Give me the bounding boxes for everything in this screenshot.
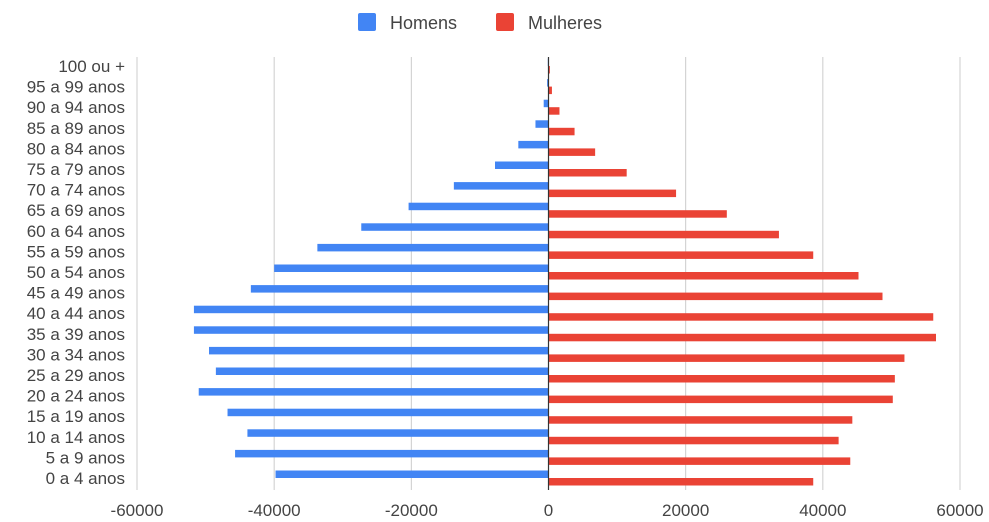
category-label: 65 a 69 anos xyxy=(27,201,125,220)
category-label: 30 a 34 anos xyxy=(27,345,125,364)
legend-label-homens: Homens xyxy=(390,13,457,33)
bar-mulheres-5 xyxy=(549,375,895,383)
category-label: 95 a 99 anos xyxy=(27,78,125,97)
bar-homens-4 xyxy=(199,388,549,396)
category-label: 10 a 14 anos xyxy=(27,428,125,447)
category-label: 5 a 9 anos xyxy=(46,448,125,467)
bar-mulheres-6 xyxy=(549,354,905,362)
bar-mulheres-12 xyxy=(549,231,779,239)
x-tick-label: 20000 xyxy=(662,501,709,520)
bar-homens-13 xyxy=(409,203,549,211)
bar-mulheres-4 xyxy=(549,396,893,404)
category-label: 90 a 94 anos xyxy=(27,98,125,117)
category-label: 55 a 59 anos xyxy=(27,242,125,261)
bar-homens-9 xyxy=(251,285,549,293)
bar-mulheres-16 xyxy=(549,148,596,156)
bar-mulheres-14 xyxy=(549,190,677,198)
legend: Homens Mulheres xyxy=(358,13,602,33)
x-tick-label: -60000 xyxy=(111,501,164,520)
bar-mulheres-13 xyxy=(549,210,727,218)
x-tick-label: 0 xyxy=(544,501,553,520)
bar-mulheres-2 xyxy=(549,437,839,445)
legend-swatch-homens xyxy=(358,13,376,31)
bar-mulheres-11 xyxy=(549,251,814,259)
category-label: 60 a 64 anos xyxy=(27,222,125,241)
bar-homens-0 xyxy=(276,471,549,479)
bar-homens-7 xyxy=(194,326,549,334)
x-tick-label: -40000 xyxy=(248,501,301,520)
bar-homens-18 xyxy=(544,100,549,108)
bar-mulheres-7 xyxy=(549,334,936,342)
bar-mulheres-1 xyxy=(549,457,851,465)
category-label: 0 a 4 anos xyxy=(46,469,125,488)
bar-homens-8 xyxy=(194,306,549,314)
bar-homens-17 xyxy=(535,120,548,128)
x-tick-label: -20000 xyxy=(385,501,438,520)
category-label: 40 a 44 anos xyxy=(27,304,125,323)
category-label: 80 a 84 anos xyxy=(27,139,125,158)
category-label: 85 a 89 anos xyxy=(27,119,125,138)
bar-homens-12 xyxy=(361,223,548,231)
category-label: 45 a 49 anos xyxy=(27,284,125,303)
bar-mulheres-18 xyxy=(549,107,560,115)
category-label: 25 a 29 anos xyxy=(27,366,125,385)
bar-mulheres-0 xyxy=(549,478,814,486)
legend-label-mulheres: Mulheres xyxy=(528,13,602,33)
category-label: 75 a 79 anos xyxy=(27,160,125,179)
bar-mulheres-8 xyxy=(549,313,934,321)
bar-homens-11 xyxy=(317,244,548,252)
bars xyxy=(194,59,936,486)
bar-homens-5 xyxy=(216,368,549,376)
bar-mulheres-15 xyxy=(549,169,627,177)
bar-mulheres-17 xyxy=(549,128,575,136)
category-label: 15 a 19 anos xyxy=(27,407,125,426)
category-label: 50 a 54 anos xyxy=(27,263,125,282)
bar-homens-15 xyxy=(495,162,548,170)
bar-mulheres-9 xyxy=(549,293,883,301)
bar-mulheres-10 xyxy=(549,272,859,280)
category-label: 70 a 74 anos xyxy=(27,181,125,200)
x-tick-label: 60000 xyxy=(936,501,983,520)
bar-homens-6 xyxy=(209,347,548,355)
bar-homens-16 xyxy=(518,141,548,149)
bar-homens-1 xyxy=(235,450,548,458)
x-tick-label: 40000 xyxy=(799,501,846,520)
bar-homens-14 xyxy=(454,182,549,190)
legend-swatch-mulheres xyxy=(496,13,514,31)
bar-homens-10 xyxy=(274,265,548,273)
bar-homens-2 xyxy=(247,429,548,437)
x-axis-tick-labels: -60000 -40000 -20000 0 20000 40000 60000 xyxy=(111,501,984,520)
category-label: 35 a 39 anos xyxy=(27,325,125,344)
category-label: 20 a 24 anos xyxy=(27,387,125,406)
bar-homens-3 xyxy=(228,409,549,417)
category-label: 100 ou + xyxy=(58,57,125,76)
bar-mulheres-3 xyxy=(549,416,853,424)
